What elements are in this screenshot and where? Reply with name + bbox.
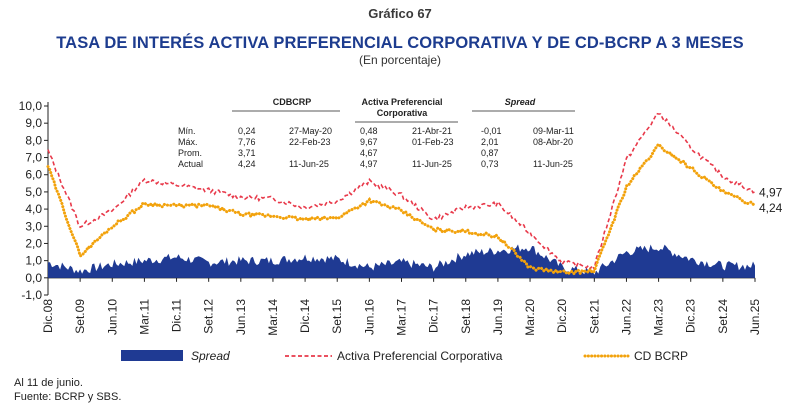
y-tick-label: 8,0 bbox=[25, 133, 42, 147]
y-tick-label: 0,0 bbox=[25, 271, 42, 285]
y-tick-label: 9,0 bbox=[25, 116, 42, 130]
x-tick-label: Mar.20 bbox=[523, 299, 537, 336]
y-tick-label: 7,0 bbox=[25, 151, 42, 165]
cdbcrp-line bbox=[46, 141, 757, 277]
table-row-label: Actual bbox=[178, 159, 203, 169]
table-cell: 0,73 bbox=[481, 159, 499, 169]
x-tick-label: Jun.16 bbox=[362, 299, 376, 335]
table-cell: 0,24 bbox=[238, 126, 256, 136]
legend-swatch-spread bbox=[121, 350, 183, 361]
y-tick-label: 4,0 bbox=[25, 202, 42, 216]
x-tick-label: Set.15 bbox=[330, 299, 344, 334]
legend-label-cdbcrp: CD BCRP bbox=[634, 349, 688, 363]
x-tick-label: Jun.10 bbox=[105, 299, 119, 335]
legend-label-spread: Spread bbox=[191, 349, 230, 363]
chart-title: TASA DE INTERÉS ACTIVA PREFERENCIAL CORP… bbox=[56, 34, 744, 52]
table-header-cdbcrp: CDBCRP bbox=[273, 97, 312, 107]
table-cell: 01-Feb-23 bbox=[412, 137, 454, 147]
x-tick-label: Dic.08 bbox=[41, 299, 55, 333]
x-tick-label: Jun.13 bbox=[234, 299, 248, 335]
y-tick-label: 5,0 bbox=[25, 185, 42, 199]
x-tick-label: Dic.20 bbox=[555, 299, 569, 333]
x-tick-label: Mar.17 bbox=[395, 299, 409, 336]
x-tick-label: Mar.23 bbox=[652, 299, 666, 336]
spread-area bbox=[48, 244, 755, 278]
y-tick-label: 3,0 bbox=[25, 219, 42, 233]
table-cell: 9,67 bbox=[360, 137, 378, 147]
table-cell: 0,48 bbox=[360, 126, 378, 136]
legend-label-activa: Activa Preferencial Corporativa bbox=[337, 349, 503, 363]
x-tick-label: Dic.17 bbox=[427, 299, 441, 333]
x-tick-label: Mar.14 bbox=[266, 299, 280, 336]
table-row-label: Prom. bbox=[178, 148, 202, 158]
table-cell: 0,87 bbox=[481, 148, 499, 158]
chart-number: Gráfico 67 bbox=[368, 6, 432, 21]
table-cell: 4,67 bbox=[360, 148, 378, 158]
x-tick-label: Jun.25 bbox=[748, 299, 762, 335]
table-header-activa: Activa Preferencial Corporativa bbox=[361, 97, 442, 118]
x-tick-label: Mar.11 bbox=[137, 299, 151, 335]
table-cell: -0,01 bbox=[481, 126, 502, 136]
table-cell: 3,71 bbox=[238, 148, 256, 158]
y-tick-label: 2,0 bbox=[25, 236, 42, 250]
end-label-activa: 4,97 bbox=[759, 185, 783, 199]
table-cell: 2,01 bbox=[481, 137, 499, 147]
x-tick-label: Set.12 bbox=[202, 299, 216, 334]
x-tick-label: Dic.14 bbox=[298, 299, 312, 333]
x-tick-label: Set.18 bbox=[459, 299, 473, 334]
table-cell: 27-May-20 bbox=[289, 126, 332, 136]
table-cell: 11-Jun-25 bbox=[289, 159, 329, 169]
table-cell: 4,97 bbox=[360, 159, 378, 169]
table-cell: 11-Jun-25 bbox=[412, 159, 452, 169]
y-tick-label: -1,0 bbox=[21, 288, 42, 302]
table-row-label: Máx. bbox=[178, 137, 198, 147]
x-tick-label: Set.21 bbox=[587, 299, 601, 334]
y-tick-label: 1,0 bbox=[25, 254, 42, 268]
table-cell: 22-Feb-23 bbox=[289, 137, 331, 147]
chart-subtitle: (En porcentaje) bbox=[358, 53, 442, 67]
source-note: Fuente: BCRP y SBS. bbox=[14, 391, 122, 403]
table-cell: 7,76 bbox=[238, 137, 256, 147]
activa-line bbox=[47, 112, 756, 272]
x-tick-label: Jun.22 bbox=[619, 299, 633, 335]
table-header-spread: Spread bbox=[505, 97, 536, 107]
table-cell: 11-Jun-25 bbox=[533, 159, 573, 169]
y-tick-label: 10,0 bbox=[19, 99, 43, 113]
x-tick-label: Jun.19 bbox=[491, 299, 505, 335]
end-label-cdbcrp: 4,24 bbox=[759, 201, 783, 215]
footnote: Al 11 de junio. bbox=[14, 377, 83, 389]
table-cell: 08-Abr-20 bbox=[533, 137, 573, 147]
x-tick-label: Set.24 bbox=[716, 299, 730, 334]
table-cell: 09-Mar-11 bbox=[533, 126, 574, 136]
table-cell: 21-Abr-21 bbox=[412, 126, 452, 136]
x-tick-label: Dic.23 bbox=[684, 299, 698, 333]
table-cell: 4,24 bbox=[238, 159, 256, 169]
y-tick-label: 6,0 bbox=[25, 168, 42, 182]
x-tick-label: Dic.11 bbox=[170, 299, 184, 332]
table-row-label: Mín. bbox=[178, 126, 196, 136]
x-tick-label: Set.09 bbox=[73, 299, 87, 334]
